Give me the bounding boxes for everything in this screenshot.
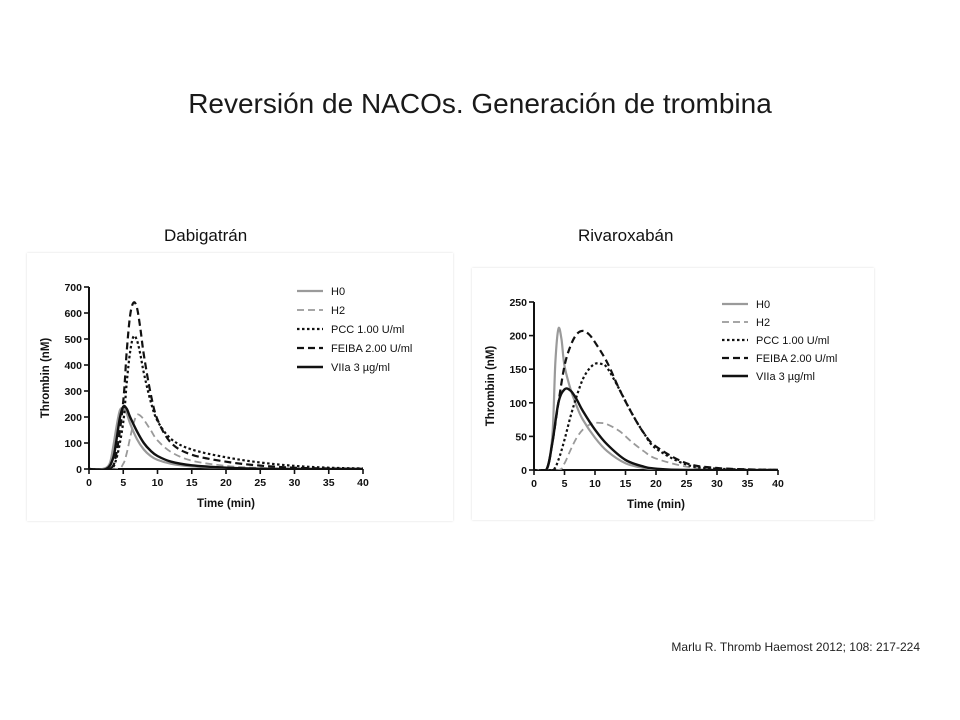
- x-tick-label: 5: [562, 478, 568, 490]
- series-line-pcc-1-00-u-ml: [534, 362, 779, 470]
- legend: H0 H2 PCC 1.00 U/ml FEIBA 2.00 U/ml VIIa 3 µ…: [297, 286, 412, 374]
- x-tick-label: 10: [152, 477, 164, 489]
- y-tick-label: 50: [515, 431, 527, 443]
- y-tick-label: 100: [509, 398, 527, 410]
- y-tick-label: 0: [76, 464, 82, 476]
- panel-label-dabigatran: Dabigatrán: [164, 226, 248, 245]
- legend: H0 H2 PCC 1.00 U/ml FEIBA 2.00 U/ml VIIa 3 µ…: [722, 299, 837, 383]
- x-tick-label: 10: [589, 478, 601, 490]
- y-axis-label: Thrombin (nM): [485, 346, 497, 427]
- legend-label: FEIBA 2.00 U/ml: [756, 353, 837, 365]
- x-tick-label: 30: [289, 477, 301, 489]
- y-tick-label: 600: [64, 308, 82, 320]
- x-tick-label: 15: [186, 477, 198, 489]
- y-tick-label: 0: [521, 465, 527, 477]
- x-tick-label: 40: [772, 478, 784, 490]
- y-tick-label: 500: [64, 334, 82, 346]
- legend-label: H0: [331, 286, 345, 298]
- panel-label-rivaroxaban: Rivaroxabán: [578, 226, 674, 245]
- x-tick-label: 40: [357, 477, 369, 489]
- x-axis-label: Time (min): [627, 499, 685, 511]
- legend-label: H2: [331, 305, 345, 317]
- y-tick-label: 150: [509, 364, 527, 376]
- legend-label: VIIa 3 µg/ml: [331, 362, 390, 374]
- x-tick-label: 25: [254, 477, 266, 489]
- x-tick-label: 15: [620, 478, 632, 490]
- x-tick-label: 35: [323, 477, 335, 489]
- chart-dabigatran: 0 100 200 300 400 500 600 700 0 5 10 15 20 25 30 35 40 Ti…: [27, 253, 453, 521]
- series-line-h2: [534, 421, 779, 470]
- y-axis-label: Thrombin (nM): [40, 338, 52, 419]
- y-tick-label: 100: [64, 438, 82, 450]
- x-tick-label: 20: [650, 478, 662, 490]
- legend-label: VIIa 3 µg/ml: [756, 371, 815, 383]
- x-tick-label: 30: [711, 478, 723, 490]
- series-group: [89, 301, 364, 469]
- series-line-viia-3-g-ml: [534, 387, 778, 470]
- x-axis-label: Time (min): [197, 498, 255, 510]
- y-tick-label: 400: [64, 360, 82, 372]
- chart-dabigatran-svg: 0 100 200 300 400 500 600 700 0 5 10 15 20 25 30 35 40 Ti…: [40, 282, 412, 510]
- y-tick-label: 200: [509, 331, 527, 343]
- y-tick-label: 700: [64, 282, 82, 294]
- legend-label: FEIBA 2.00 U/ml: [331, 343, 412, 355]
- chart-rivaroxaban: 0 50 100 150 200 250 0 5 10 15 20 25 30 35 40 Time (min…: [472, 268, 874, 520]
- series-line-pcc-1-00-u-ml: [89, 334, 364, 469]
- x-tick-label: 35: [742, 478, 754, 490]
- x-tick-label: 0: [531, 478, 537, 490]
- legend-label: H2: [756, 317, 770, 329]
- citation: Marlu R. Thromb Haemost 2012; 108: 217-2…: [671, 640, 920, 654]
- x-tick-label: 25: [681, 478, 693, 490]
- legend-label: PCC 1.00 U/ml: [756, 335, 829, 347]
- series-line-h2: [89, 413, 364, 469]
- chart-rivaroxaban-svg: 0 50 100 150 200 250 0 5 10 15 20 25 30 35 40 Time (min…: [485, 297, 837, 511]
- y-tick-label: 250: [509, 297, 527, 309]
- series-line-feiba-2-00-u-ml: [89, 301, 364, 469]
- series-group: [534, 326, 779, 470]
- series-line-viia-3-g-ml: [89, 404, 363, 469]
- legend-label: H0: [756, 299, 770, 311]
- x-tick-label: 5: [120, 477, 126, 489]
- x-tick-label: 20: [220, 477, 232, 489]
- y-tick-label: 200: [64, 412, 82, 424]
- y-tick-label: 300: [64, 386, 82, 398]
- legend-label: PCC 1.00 U/ml: [331, 324, 404, 336]
- x-tick-label: 0: [86, 477, 92, 489]
- slide-title: Reversión de NACOs. Generación de trombi…: [188, 88, 772, 119]
